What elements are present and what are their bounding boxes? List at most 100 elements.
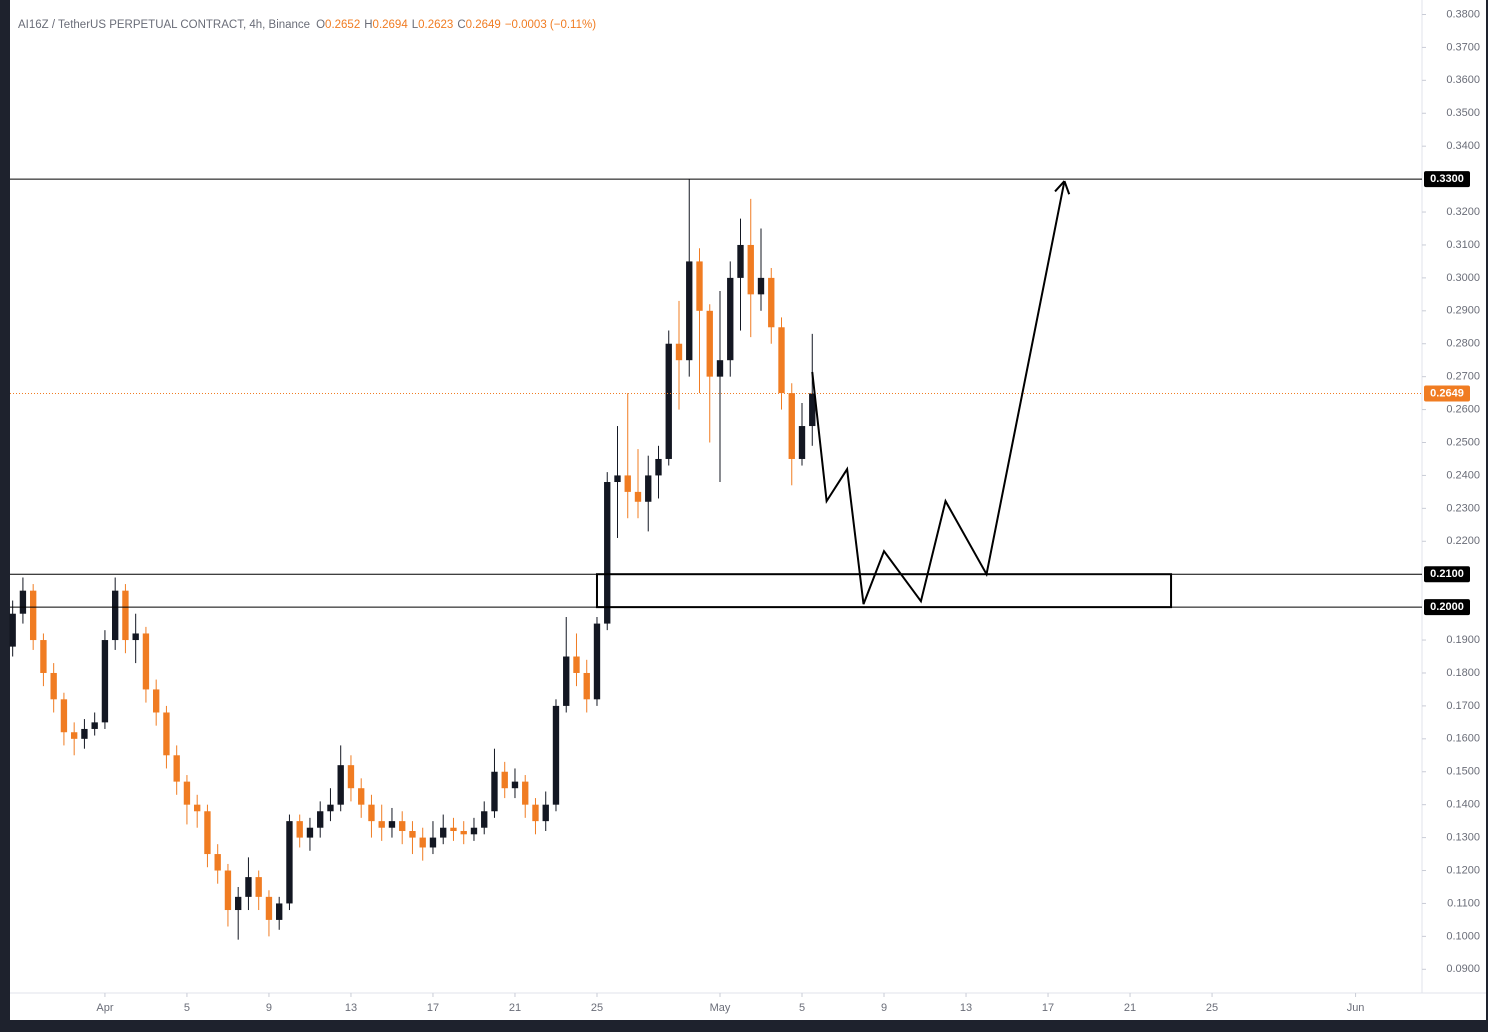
- candle-body: [757, 277, 765, 295]
- candle-body: [614, 475, 621, 483]
- x-tick-label: 13: [960, 1002, 972, 1014]
- x-tick-label: 5: [184, 1002, 190, 1014]
- x-tick-label: 25: [1206, 1002, 1218, 1014]
- candle-body: [450, 827, 457, 832]
- candle-body: [583, 672, 590, 700]
- candle-body: [214, 854, 221, 871]
- candle-body: [399, 821, 406, 832]
- y-tick-label: 0.1700: [1446, 700, 1480, 712]
- x-tick-label: Apr: [96, 1002, 113, 1014]
- legend-value: 0.2694: [373, 19, 409, 31]
- x-tick-label: 9: [881, 1002, 887, 1014]
- x-tick-label: 21: [1124, 1002, 1136, 1014]
- candle-body: [276, 903, 283, 920]
- y-tick-label: 0.1500: [1446, 766, 1480, 778]
- y-tick-label: 0.1900: [1446, 634, 1480, 646]
- y-tick-label: 0.2600: [1446, 403, 1480, 415]
- candle-body: [604, 482, 611, 624]
- candle-body: [573, 656, 580, 673]
- y-tick-label: 0.1600: [1446, 733, 1480, 745]
- candle-body: [665, 343, 672, 459]
- legend-title: AI16Z / TetherUS PERPETUAL CONTRACT, 4h,…: [18, 19, 310, 31]
- last-price-box: [1424, 385, 1470, 402]
- x-tick-label: 5: [799, 1002, 805, 1014]
- x-tick-label: May: [710, 1002, 731, 1014]
- candle-body: [91, 722, 98, 729]
- candle-body: [29, 590, 37, 641]
- candle-body: [440, 827, 447, 838]
- x-tick-label: 21: [509, 1002, 521, 1014]
- y-tick-label: 0.1400: [1446, 799, 1480, 811]
- candle-body: [388, 821, 396, 828]
- candle-body: [132, 633, 139, 641]
- candle-body: [286, 821, 293, 904]
- candle-body: [245, 877, 252, 897]
- x-tick-label: 17: [1042, 1002, 1054, 1014]
- level-label: 0.3300: [1430, 173, 1464, 185]
- arrow-head: [1063, 180, 1071, 195]
- candle-body: [122, 590, 129, 641]
- candle-body: [153, 689, 160, 713]
- y-tick-label: 0.2700: [1446, 371, 1480, 383]
- candle-body: [409, 831, 416, 838]
- legend-change: −0.0003 (−0.11%): [505, 19, 596, 31]
- candle-body: [81, 728, 88, 739]
- x-tick-label: 17: [427, 1002, 439, 1014]
- y-tick-label: 0.3800: [1446, 8, 1480, 20]
- candle-body: [696, 261, 703, 311]
- legend-value: 0.2652: [325, 19, 360, 31]
- candle-body: [655, 458, 662, 476]
- candle-body: [706, 310, 713, 377]
- y-tick-label: 0.0900: [1446, 963, 1480, 975]
- candle-body: [306, 827, 314, 838]
- zone-box: [595, 573, 1173, 609]
- candle-body: [501, 771, 508, 789]
- candle-body: [645, 475, 652, 502]
- y-tick-label: 0.2200: [1446, 535, 1480, 547]
- legend-key: C: [457, 19, 465, 31]
- projection-path: [811, 180, 1066, 605]
- candle-body: [552, 705, 560, 805]
- candle-body: [296, 821, 303, 838]
- y-tick-label: 0.3500: [1446, 107, 1480, 119]
- candle-body: [347, 765, 355, 789]
- candle-body: [716, 360, 724, 377]
- level-box: [1424, 599, 1470, 616]
- candle-body: [593, 623, 601, 700]
- candle-body: [747, 244, 754, 295]
- candle-body: [378, 821, 385, 828]
- candle-body: [460, 831, 467, 835]
- y-tick-label: 0.1000: [1446, 930, 1480, 942]
- candle-body: [9, 613, 16, 647]
- x-tick-label: 25: [591, 1002, 603, 1014]
- candle-body: [101, 640, 109, 723]
- y-tick-label: 0.1200: [1446, 864, 1480, 876]
- arrow-head: [1054, 180, 1066, 193]
- y-tick-label: 0.3700: [1446, 41, 1480, 53]
- x-tick-label: 9: [266, 1002, 272, 1014]
- x-tick-label: Jun: [1347, 1002, 1365, 1014]
- candle-body: [429, 837, 437, 848]
- candle-body: [163, 712, 170, 756]
- candle-body: [788, 393, 795, 459]
- candle-body: [50, 672, 57, 700]
- legend-value: 0.2623: [418, 19, 453, 31]
- candle-body: [532, 804, 539, 822]
- y-tick-label: 0.3200: [1446, 206, 1480, 218]
- candle-body: [337, 765, 344, 805]
- candle-body: [327, 804, 334, 812]
- candle-body: [737, 244, 744, 278]
- y-tick-label: 0.2400: [1446, 469, 1480, 481]
- legend-key: O: [316, 19, 325, 31]
- y-tick-label: 0.2300: [1446, 502, 1480, 514]
- candle-body: [798, 426, 806, 459]
- y-tick-label: 0.2500: [1446, 436, 1480, 448]
- candle-body: [111, 590, 119, 641]
- legend-value: 0.2649: [466, 19, 501, 31]
- candle-body: [60, 699, 68, 733]
- candle-body: [419, 837, 426, 848]
- candle-body: [317, 811, 324, 828]
- candle-body: [235, 896, 242, 911]
